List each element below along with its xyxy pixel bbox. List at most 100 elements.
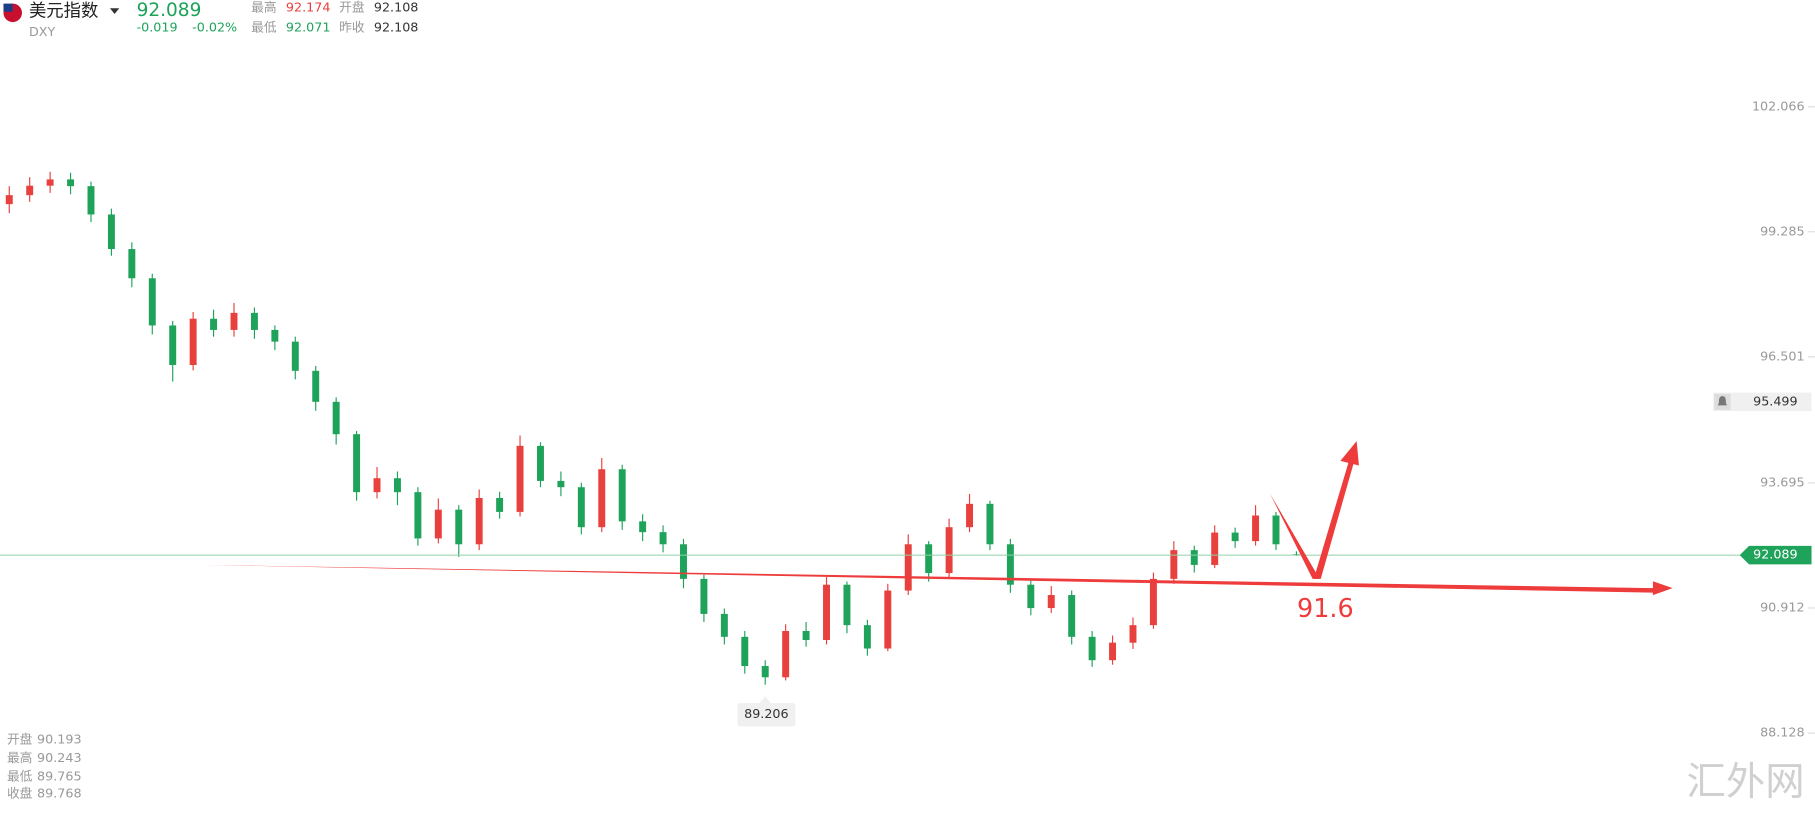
candle-body <box>639 521 647 533</box>
candle-body <box>26 185 34 196</box>
candle-body <box>169 325 177 365</box>
candle-body <box>659 532 667 545</box>
candle-body <box>925 544 933 574</box>
change: -0.019 <box>137 20 178 35</box>
candle-body <box>128 249 136 279</box>
readout: 开盘 90.193 最高 90.243 最低 89.765 收盘 89.768 <box>7 731 82 801</box>
last-price-label: 92.089 <box>1753 548 1798 563</box>
arrow-up <box>1313 458 1355 579</box>
stat-label: 最低 <box>251 20 277 35</box>
readout-label: 收盘 <box>7 786 33 802</box>
stat-value: 92.071 <box>286 20 331 35</box>
candle-body <box>353 434 361 493</box>
flag-canton <box>3 3 13 12</box>
candle-body <box>1149 578 1157 626</box>
arrow-head <box>1340 441 1359 466</box>
candle-body <box>414 492 422 539</box>
candle-body <box>1068 595 1076 637</box>
stat-label: 昨收 <box>339 20 365 35</box>
dropdown-icon[interactable] <box>109 8 120 15</box>
alert-bell-icon <box>1717 396 1728 406</box>
y-tick-label: 102.066 <box>1752 99 1805 114</box>
candle-body <box>373 478 381 493</box>
candle-body <box>393 478 401 493</box>
last-price-tag <box>1739 545 1812 565</box>
candle-body <box>1252 515 1260 542</box>
readout-value: 89.765 <box>37 769 82 784</box>
candle-body <box>904 544 912 591</box>
plot-area: 102.066 99.285 96.501 93.695 90.912 88.128 89.… <box>0 99 1815 741</box>
candle-body <box>46 179 54 186</box>
candle-body <box>945 527 953 574</box>
candle-body <box>332 401 340 435</box>
y-tick-label: 96.501 <box>1760 349 1805 364</box>
candle-body <box>618 469 626 522</box>
candle-body <box>271 329 279 342</box>
candle-body <box>1190 550 1198 565</box>
candle-body <box>1047 595 1055 609</box>
candle-body <box>1129 625 1137 643</box>
annotation: 91.6 <box>1297 594 1354 624</box>
low-marker-label: 89.206 <box>744 707 789 722</box>
y-tick-label: 88.128 <box>1760 726 1805 741</box>
candle-body <box>966 503 974 528</box>
candle-body <box>884 590 892 649</box>
readout-value: 90.193 <box>37 732 82 747</box>
candle-body <box>761 666 769 678</box>
candle-body <box>577 487 585 528</box>
candle-body <box>1109 642 1117 661</box>
candle-body <box>557 480 565 488</box>
candle-body <box>1272 515 1280 545</box>
low-marker-pointer <box>759 696 772 704</box>
candle-body <box>741 636 749 667</box>
candle-body <box>782 630 790 678</box>
candle-body <box>863 625 871 649</box>
candle-body <box>1211 532 1219 565</box>
stat-value: 92.108 <box>374 20 419 35</box>
candle-body <box>1231 532 1239 542</box>
index-name: 美元指数 <box>29 2 98 22</box>
alert-label: 95.499 <box>1753 394 1798 409</box>
readout-label: 最低 <box>7 769 33 784</box>
readout-value: 89.768 <box>37 787 82 802</box>
candle-body <box>5 195 13 205</box>
candle-body <box>434 509 442 539</box>
candle-body <box>700 578 708 614</box>
candle-body <box>823 584 830 640</box>
candle-body <box>455 509 463 545</box>
stat-value: 92.174 <box>286 1 331 16</box>
trend-drawing: 91.6 <box>206 441 1673 624</box>
candle-body <box>87 186 95 215</box>
candle-body <box>107 214 115 250</box>
candle-body <box>148 278 156 326</box>
candle-body <box>291 341 299 371</box>
candle-body <box>986 503 994 545</box>
candle-body <box>1027 584 1035 609</box>
candle-body <box>598 469 606 528</box>
candle-body <box>312 370 320 402</box>
low-marker-box <box>737 703 796 727</box>
watermark: 汇外网 <box>1687 759 1805 805</box>
header: 美元指数 92.089 DXY -0.019 -0.02% 最高 92.174 … <box>3 0 418 40</box>
y-tick-label: 99.285 <box>1760 224 1805 239</box>
readout-label: 开盘 <box>7 731 33 747</box>
stat-label: 最高 <box>251 0 276 16</box>
candle-body <box>210 318 218 330</box>
ticker: DXY <box>29 25 56 40</box>
change-pct: -0.02% <box>192 20 237 35</box>
stat-value: 92.108 <box>374 1 419 16</box>
candle-body <box>516 445 524 512</box>
candle-body <box>189 318 197 365</box>
stat-label: 开盘 <box>339 0 365 16</box>
price: 92.089 <box>137 0 202 21</box>
candle-body <box>680 544 687 579</box>
candle-body <box>536 445 544 481</box>
arrow-head <box>1652 581 1673 596</box>
candle-body <box>1170 550 1178 579</box>
candle-body <box>496 497 504 512</box>
readout-label: 最高 <box>7 750 32 766</box>
readout-value: 90.243 <box>37 751 82 766</box>
candle-body <box>720 613 728 637</box>
y-tick-label: 90.912 <box>1760 600 1805 615</box>
